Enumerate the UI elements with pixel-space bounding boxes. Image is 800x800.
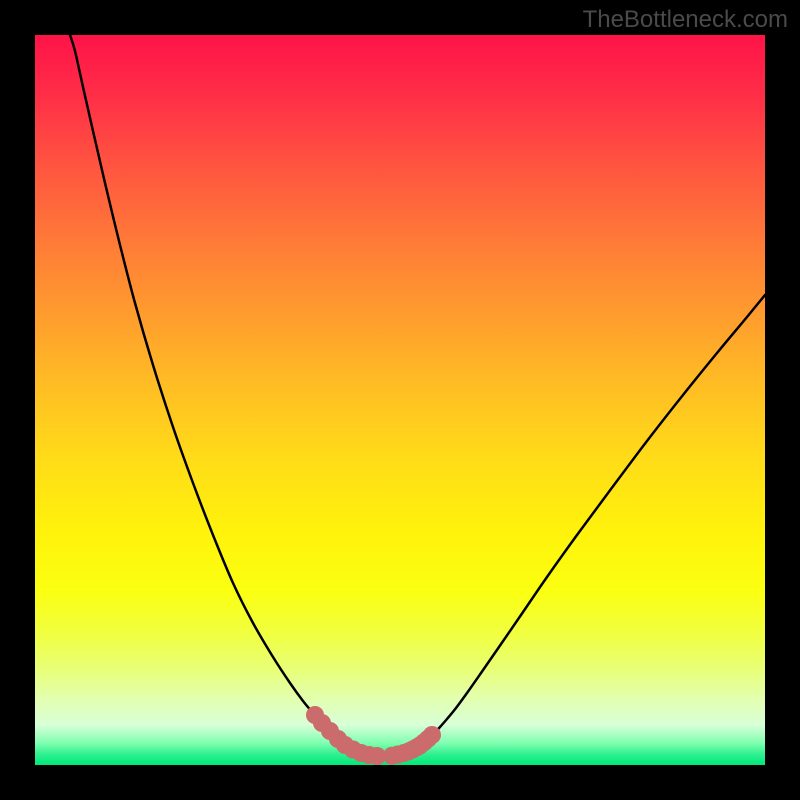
curve-layer: [35, 35, 765, 765]
attribution-text: TheBottleneck.com: [583, 6, 788, 34]
plot-area: [35, 35, 765, 765]
bottleneck-curve: [70, 35, 765, 756]
curve-marker: [423, 726, 441, 744]
marker-group: [306, 706, 441, 765]
